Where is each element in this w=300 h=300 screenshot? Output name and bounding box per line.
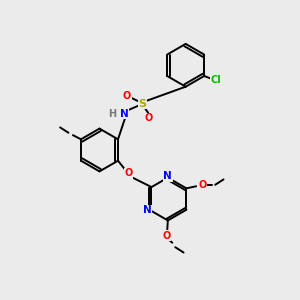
Text: O: O — [145, 113, 153, 123]
Text: Cl: Cl — [210, 76, 221, 85]
Text: N: N — [142, 205, 151, 215]
Text: O: O — [124, 168, 133, 178]
Text: O: O — [199, 180, 207, 190]
Text: N: N — [164, 171, 172, 181]
Text: H: H — [108, 109, 116, 119]
Text: N: N — [120, 109, 128, 119]
Text: O: O — [162, 231, 170, 241]
Text: O: O — [123, 91, 131, 100]
Text: S: S — [139, 99, 147, 109]
